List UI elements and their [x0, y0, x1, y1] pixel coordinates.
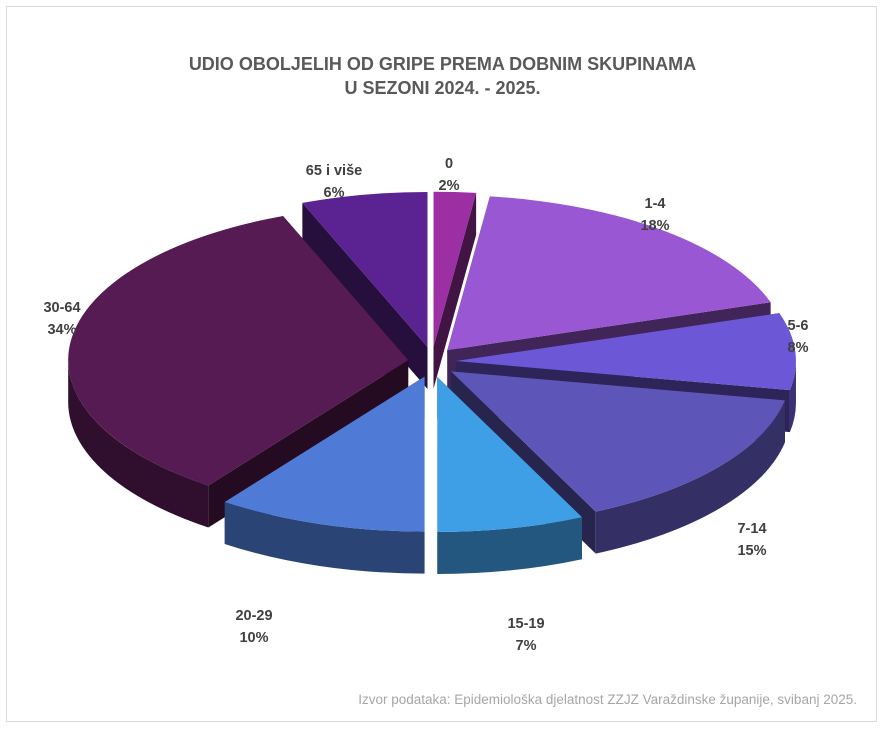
- slice-rim: [789, 361, 796, 433]
- data-label-value: 34%: [47, 322, 76, 338]
- slice-top: [433, 191, 477, 347]
- chart-title-line-2: U SEZONI 2024. - 2025.: [344, 78, 541, 98]
- slice-rim: [68, 360, 209, 528]
- slice-top: [224, 376, 425, 532]
- slice-top: [455, 313, 796, 391]
- data-label-value: 2%: [439, 178, 460, 194]
- data-label-value: 10%: [239, 630, 268, 646]
- slice-rim: [437, 517, 583, 574]
- slice-15-19: [437, 376, 583, 574]
- slice-0: [433, 191, 477, 389]
- chart-title: UDIO OBOLJELIH OD GRIPE PREMA DOBNIM SKU…: [0, 52, 885, 100]
- slice-side-wall: [302, 202, 428, 389]
- data-label-category: 5-6: [788, 318, 809, 334]
- slice-top: [450, 371, 785, 512]
- slice-side-wall: [433, 192, 477, 389]
- slice-top: [302, 191, 428, 347]
- data-label-value: 8%: [788, 340, 809, 356]
- data-label-category: 1-4: [645, 196, 666, 212]
- data-label-category: 20-29: [235, 608, 272, 624]
- data-label-category: 65 i više: [306, 163, 362, 179]
- slice-top: [447, 196, 771, 351]
- source-note: Izvor podataka: Epidemiološka djelatnost…: [358, 692, 857, 707]
- slice-rim: [224, 501, 425, 574]
- slice-rim: [595, 400, 785, 554]
- data-label-category: 7-14: [737, 521, 766, 537]
- data-label-value: 15%: [737, 543, 766, 559]
- data-label-category: 15-19: [507, 616, 544, 632]
- slice-20-29: [224, 376, 425, 574]
- slice-top: [68, 215, 409, 486]
- data-label-value: 18%: [640, 218, 669, 234]
- slice-65-i-više: [302, 191, 428, 389]
- chart-title-line-1: UDIO OBOLJELIH OD GRIPE PREMA DOBNIM SKU…: [188, 54, 697, 74]
- data-label-value: 7%: [516, 638, 537, 654]
- data-label-category: 30-64: [43, 300, 80, 316]
- data-label-category: 0: [445, 156, 453, 172]
- slice-top: [437, 376, 583, 532]
- data-label-value: 6%: [324, 185, 345, 201]
